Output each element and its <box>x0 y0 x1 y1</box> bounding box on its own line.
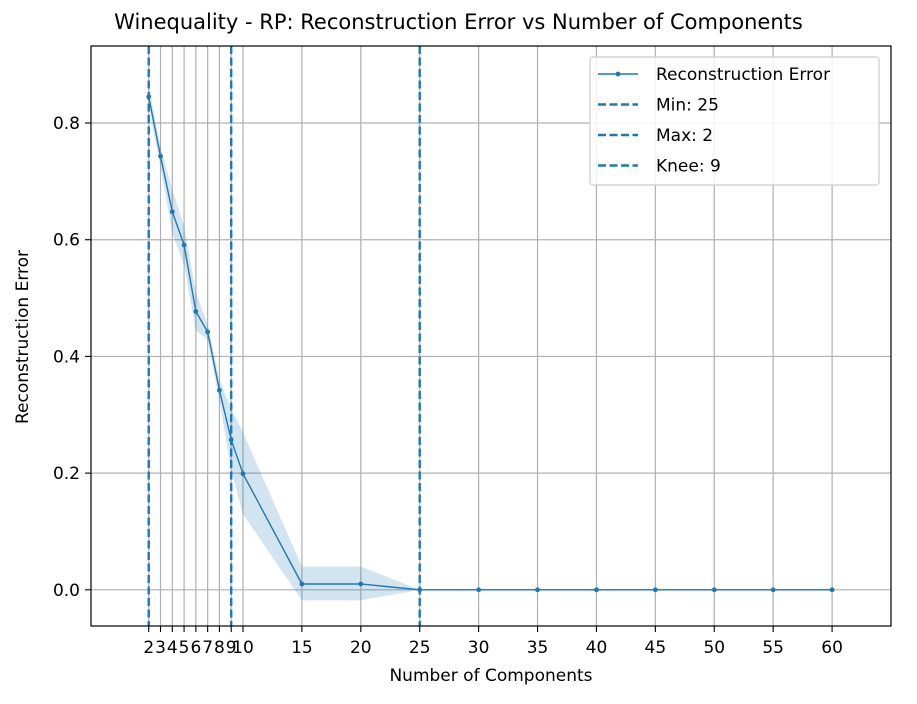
data-point <box>594 587 599 593</box>
x-tick-label: 2 <box>143 638 154 658</box>
data-point <box>535 587 540 593</box>
data-point <box>770 587 776 593</box>
data-point <box>240 471 246 477</box>
x-tick-label: 50 <box>703 638 725 658</box>
x-tick-label: 10 <box>232 638 254 658</box>
data-point <box>417 587 423 593</box>
x-tick-label: 9 <box>226 638 237 658</box>
tick-layer: 2 3 4 5 6 7 8 910 15 20 25 30 35 40 45 50 55 600.00.20.40… <box>53 114 843 658</box>
data-point <box>217 387 222 393</box>
x-tick-label: 35 <box>527 638 549 658</box>
x-tick-label: 25 <box>409 638 431 658</box>
chart-title: Winequality - RP: Reconstruction Error v… <box>114 10 803 34</box>
data-point <box>181 242 187 248</box>
x-tick-label: 6 <box>190 638 201 658</box>
legend-swatch-marker <box>615 71 621 77</box>
legend-label: Knee: 9 <box>656 157 721 177</box>
data-point <box>205 329 211 335</box>
y-axis-label: Reconstruction Error <box>13 249 33 425</box>
x-tick-label: 5 <box>179 638 190 658</box>
data-point <box>358 581 364 587</box>
x-tick-label: 45 <box>645 638 667 658</box>
y-tick-label: 0.8 <box>53 114 80 134</box>
data-point <box>476 587 482 593</box>
legend-label: Reconstruction Error <box>656 65 830 85</box>
data-point <box>169 209 175 215</box>
x-tick-label: 30 <box>468 638 490 658</box>
y-tick-label: 0.0 <box>53 581 80 601</box>
data-point <box>829 587 835 593</box>
data-point <box>228 437 234 443</box>
x-tick-label: 3 <box>155 638 166 658</box>
x-tick-label: 15 <box>291 638 313 658</box>
data-point <box>158 153 163 159</box>
x-tick-label: 55 <box>762 638 784 658</box>
x-tick-label: 60 <box>821 638 843 658</box>
data-point <box>711 587 717 593</box>
data-point <box>652 587 658 593</box>
y-tick-label: 0.6 <box>53 231 80 251</box>
y-tick-label: 0.4 <box>53 347 80 367</box>
x-axis-label: Number of Components <box>389 666 593 686</box>
legend-label: Min: 25 <box>656 96 719 116</box>
x-tick-label: 8 <box>214 638 225 658</box>
axes-layer <box>90 45 892 627</box>
plot-frame <box>90 45 892 627</box>
x-tick-label: 20 <box>350 638 372 658</box>
legend: Reconstruction Error Min: 25 Max: 2 Knee: 9 <box>589 56 880 186</box>
x-tick-label: 4 <box>167 638 178 658</box>
data-point <box>193 309 199 314</box>
x-tick-label: 40 <box>586 638 608 658</box>
y-tick-label: 0.2 <box>53 464 80 484</box>
data-point <box>299 581 305 587</box>
vline-layer <box>147 46 421 626</box>
legend-box <box>589 56 880 186</box>
legend-label: Max: 2 <box>656 126 713 146</box>
series-layer <box>146 94 835 593</box>
data-point <box>146 94 152 100</box>
x-tick-label: 7 <box>202 638 213 658</box>
